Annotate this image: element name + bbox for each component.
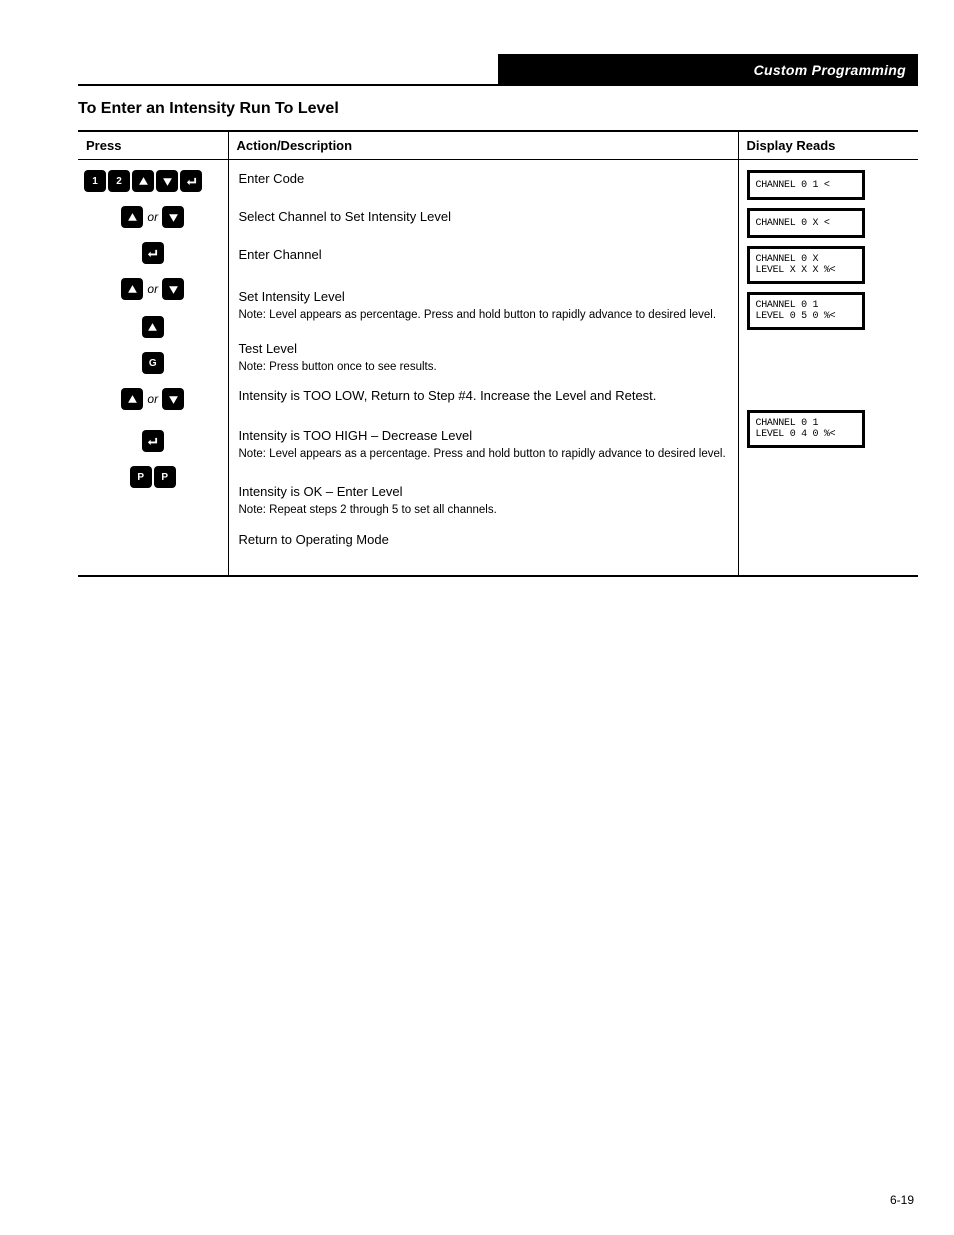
display-line: CHANNEL 0 X <box>756 254 819 266</box>
header-title-text: Custom Programming <box>754 62 906 78</box>
display-box-3: CHANNEL 0 X LEVEL X X X %< <box>747 246 865 284</box>
step-7-keys: or <box>84 388 222 414</box>
header-bar: Custom Programming <box>78 58 918 86</box>
step-9-keys: P P <box>84 466 222 492</box>
action-text: Test Level <box>239 340 728 358</box>
key-up-icon[interactable] <box>121 388 143 410</box>
or-label: or <box>147 392 158 406</box>
key-2[interactable]: 2 <box>108 170 130 192</box>
action-note: Note: Repeat steps 2 through 5 to set al… <box>239 503 728 519</box>
instruction-table: Press Action/Description Display Reads 1… <box>78 130 918 577</box>
step-2-keys: or <box>84 206 222 232</box>
display-line: LEVEL X X X %< <box>756 265 836 277</box>
col-header-display: Display Reads <box>738 131 918 160</box>
display-box-4: CHANNEL 0 1 LEVEL 0 5 0 %< <box>747 292 865 330</box>
step-6-action: Intensity is TOO LOW, Return to Step #4.… <box>239 387 728 415</box>
display-line: CHANNEL 0 1 <box>756 300 819 312</box>
key-up-icon[interactable] <box>142 316 164 338</box>
key-up-icon[interactable] <box>121 278 143 300</box>
step-3-keys <box>84 242 222 268</box>
step-5-action: Test Level Note: Press button once to se… <box>239 340 728 375</box>
display-line: CHANNEL 0 X < <box>756 218 830 229</box>
action-text: Intensity is TOO HIGH – Decrease Level <box>239 427 728 445</box>
action-text: Intensity is OK – Enter Level <box>239 483 728 501</box>
page-number: 6-19 <box>890 1193 914 1207</box>
key-down-icon[interactable] <box>162 388 184 410</box>
key-enter-icon[interactable] <box>142 242 164 264</box>
action-text: Set Intensity Level <box>239 288 728 306</box>
action-text: Return to Operating Mode <box>239 531 728 549</box>
step-2-action: Select Channel to Set Intensity Level <box>239 208 728 234</box>
key-down-icon[interactable] <box>162 206 184 228</box>
action-text: Enter Channel <box>239 246 728 264</box>
action-note: Note: Level appears as percentage. Press… <box>239 308 728 324</box>
step-4-action: Set Intensity Level Note: Level appears … <box>239 288 728 328</box>
step-1-action: Enter Code <box>239 170 728 196</box>
section-title: To Enter an Intensity Run To Level <box>78 100 918 118</box>
or-label: or <box>147 282 158 296</box>
step-6-keys: G <box>84 352 222 378</box>
step-4-keys: or <box>84 278 222 304</box>
action-note: Note: Press button once to see results. <box>239 360 728 376</box>
display-line: CHANNEL 0 1 < <box>756 180 830 191</box>
action-text: Enter Code <box>239 170 728 188</box>
step-1-keys: 1 2 <box>84 170 222 196</box>
key-enter-icon[interactable] <box>142 430 164 452</box>
action-note: Note: Level appears as a percentage. Pre… <box>239 447 728 463</box>
display-line: LEVEL 0 5 0 %< <box>756 311 836 323</box>
step-5-keys <box>84 316 222 342</box>
step-3-action: Enter Channel <box>239 246 728 276</box>
header-section-label: Custom Programming <box>498 54 918 86</box>
display-box-1: CHANNEL 0 1 < <box>747 170 865 200</box>
key-down-icon[interactable] <box>156 170 178 192</box>
key-g[interactable]: G <box>142 352 164 374</box>
display-line: CHANNEL 0 1 <box>756 418 819 430</box>
display-line: LEVEL 0 4 0 %< <box>756 429 836 441</box>
step-9-action: Return to Operating Mode <box>239 531 728 553</box>
col-header-press: Press <box>78 131 228 160</box>
display-box-2: CHANNEL 0 X < <box>747 208 865 238</box>
display-box-5: CHANNEL 0 1 LEVEL 0 4 0 %< <box>747 410 865 448</box>
action-text: Intensity is TOO LOW, Return to Step #4.… <box>239 387 728 405</box>
or-label: or <box>147 210 158 224</box>
key-1[interactable]: 1 <box>84 170 106 192</box>
key-p[interactable]: P <box>130 466 152 488</box>
key-down-icon[interactable] <box>162 278 184 300</box>
step-7-action: Intensity is TOO HIGH – Decrease Level N… <box>239 427 728 471</box>
col-header-action: Action/Description <box>228 131 738 160</box>
step-8-keys <box>84 430 222 456</box>
step-8-action: Intensity is OK – Enter Level Note: Repe… <box>239 483 728 518</box>
key-p[interactable]: P <box>154 466 176 488</box>
action-text: Select Channel to Set Intensity Level <box>239 208 728 226</box>
key-enter-icon[interactable] <box>180 170 202 192</box>
key-up-icon[interactable] <box>132 170 154 192</box>
key-up-icon[interactable] <box>121 206 143 228</box>
